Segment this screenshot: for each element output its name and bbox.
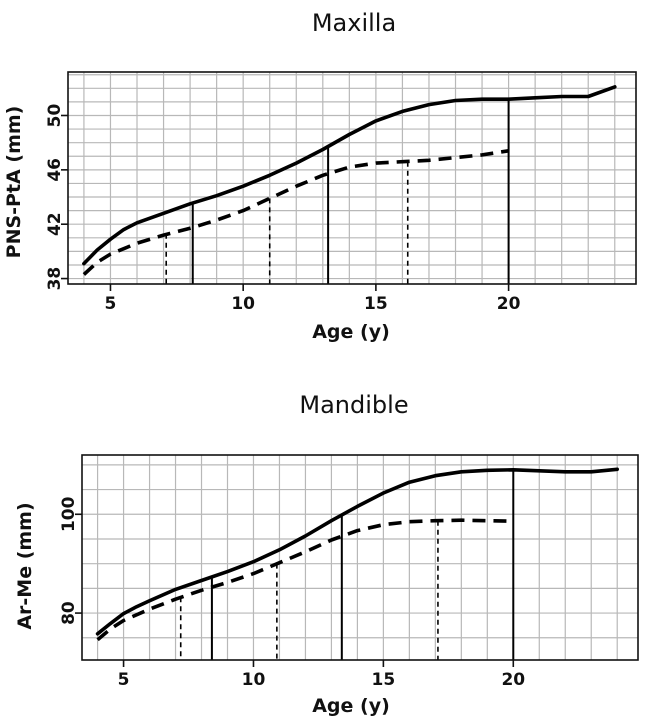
x-tick-label: 10 [242, 670, 266, 690]
series-line-dashed [82, 149, 509, 276]
y-tick-label: 46 [45, 158, 65, 182]
y-axis-label: Ar-Me (mm) [14, 502, 36, 629]
grid [68, 72, 636, 284]
drop-lines [179, 469, 515, 660]
drop-lines [165, 99, 510, 284]
y-tick-label: 80 [59, 601, 79, 625]
x-tick-label: 10 [231, 294, 255, 314]
ticks: 5 10 15 20 38 42 46 50 [45, 103, 521, 314]
x-axis-label: Age (y) [312, 695, 390, 717]
series-line-solid [82, 85, 617, 266]
x-tick-label: 15 [372, 670, 396, 690]
grid [82, 455, 638, 660]
ticks: 5 10 15 20 80 100 [59, 496, 525, 690]
chart-title: Maxilla [312, 9, 396, 37]
y-tick-label: 42 [45, 212, 65, 236]
mandible-chart: Mandible 5 10 15 20 80 100 Age (y) Ar-Me (mm) [14, 391, 639, 717]
y-tick-label: 100 [59, 496, 79, 532]
maxilla-chart: Maxilla 5 10 15 20 38 42 46 50 Age (y) PNS-PtA … [3, 9, 637, 343]
x-tick-label: 5 [118, 670, 130, 690]
x-tick-label: 20 [501, 670, 525, 690]
y-tick-label: 50 [45, 103, 65, 127]
series-lines [82, 85, 617, 276]
y-axis-label: PNS-PtA (mm) [3, 106, 25, 259]
plot-frame [67, 71, 637, 285]
x-tick-label: 20 [497, 294, 521, 314]
x-tick-label: 5 [105, 294, 117, 314]
series-line-dashed [96, 518, 514, 642]
plot-frame [81, 454, 639, 661]
series-line-solid [95, 467, 619, 636]
y-tick-label: 38 [45, 267, 65, 291]
chart-title: Mandible [299, 391, 408, 419]
x-axis-label: Age (y) [312, 321, 390, 343]
series-lines [95, 467, 619, 642]
x-tick-label: 15 [364, 294, 388, 314]
